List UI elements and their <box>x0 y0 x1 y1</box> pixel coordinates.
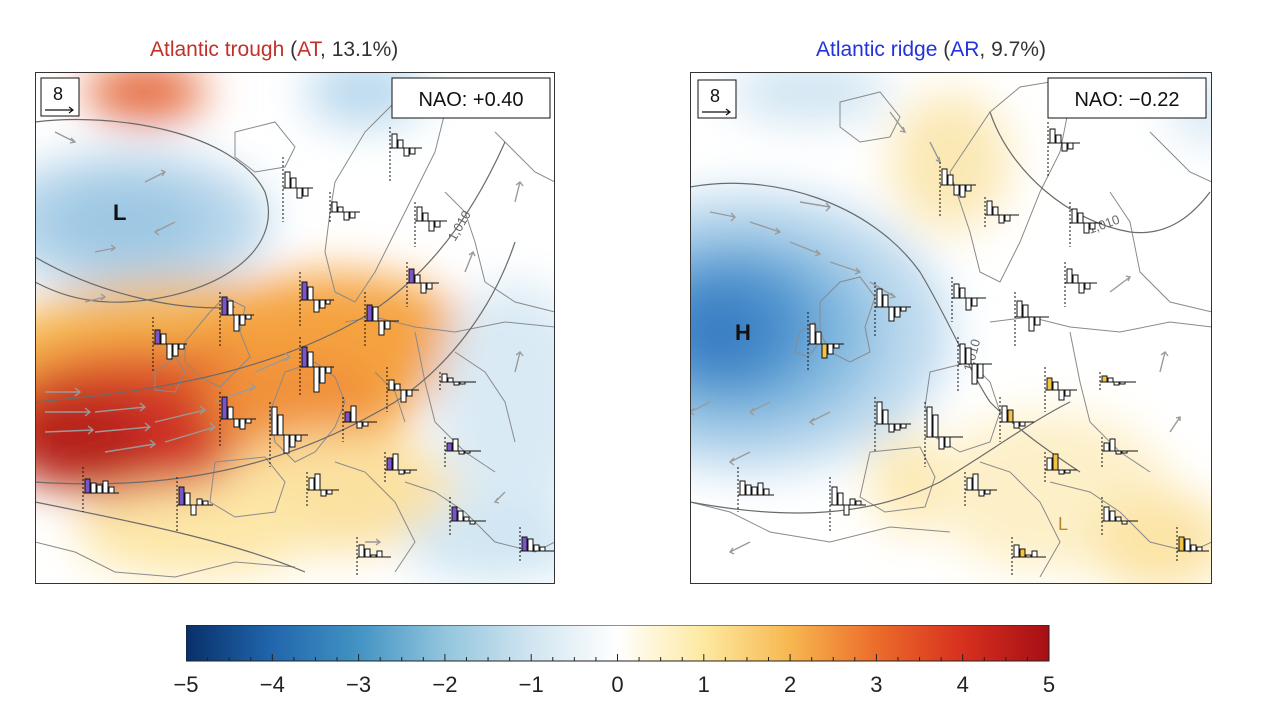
station-chart <box>219 292 254 347</box>
station-chart <box>1064 262 1097 307</box>
pressure-center-label: H <box>735 320 751 345</box>
panel-title-atlantic-trough: Atlantic trough (AT, 13.1%) <box>150 38 398 62</box>
title-percent: , 9.7%) <box>979 38 1046 61</box>
title-name: Atlantic ridge <box>816 38 938 61</box>
station-chart <box>1101 497 1138 537</box>
station-chart <box>1044 452 1077 482</box>
station-chart <box>1044 367 1077 412</box>
coastlines <box>690 81 1212 578</box>
station-chart <box>82 467 119 512</box>
station-chart <box>414 202 447 247</box>
station-chart <box>1014 292 1049 347</box>
arrow-right-icon <box>45 106 74 114</box>
station-chart <box>519 527 554 562</box>
station-chart <box>1047 122 1080 177</box>
title-paren: ( <box>284 38 298 61</box>
station-chart <box>384 452 417 482</box>
colorbar-tick-label: −1 <box>518 672 544 697</box>
station-chart <box>389 127 422 182</box>
map-frame <box>690 72 1212 584</box>
scale-vector-box: 8 <box>697 79 737 119</box>
title-paren: ( <box>937 38 951 61</box>
station-chart <box>951 277 986 322</box>
station-chart <box>282 157 313 222</box>
colorbar-tick-label: 2 <box>783 672 797 697</box>
station-chart <box>439 372 476 392</box>
station-chart <box>406 262 439 307</box>
map-frame <box>35 72 555 584</box>
station-chart <box>874 397 911 452</box>
colorbar-tick-label: −3 <box>346 672 372 697</box>
station-bar-charts <box>737 122 1209 577</box>
station-chart <box>874 282 911 337</box>
arrow-right-icon <box>702 108 731 116</box>
map-atlantic-ridge: 1,010 1,010 <box>690 72 1212 584</box>
map-atlantic-trough: 1,010 <box>35 72 555 584</box>
station-chart <box>939 162 976 217</box>
station-chart <box>957 337 992 392</box>
pressure-center-label: L <box>1058 514 1068 534</box>
nao-index-label: NAO: +0.40 <box>418 89 523 111</box>
scale-vector-label: 8 <box>710 86 720 106</box>
station-chart <box>984 197 1019 227</box>
colorbar-tick-label: 4 <box>956 672 969 697</box>
colorbar-tick-label: −2 <box>432 672 458 697</box>
colorbar-tick-marks <box>186 654 1050 661</box>
station-chart <box>737 467 774 512</box>
colorbar-tick-label: −5 <box>173 672 199 697</box>
anomaly-field <box>35 72 555 582</box>
pressure-center-label: L <box>113 200 126 225</box>
station-chart <box>807 312 844 372</box>
station-chart <box>1011 537 1046 577</box>
station-chart <box>444 437 481 467</box>
station-chart <box>299 272 334 327</box>
nao-index-box: NAO: −0.22 <box>1047 77 1207 119</box>
station-chart <box>219 392 256 447</box>
scale-vector-label: 8 <box>53 84 63 104</box>
station-chart <box>356 537 391 577</box>
station-chart <box>1099 372 1136 392</box>
station-chart <box>999 397 1034 442</box>
nao-index-box: NAO: +0.40 <box>391 77 551 119</box>
station-chart <box>152 317 187 372</box>
wind-vectors <box>44 131 524 546</box>
station-chart <box>306 472 339 507</box>
station-chart <box>964 472 997 507</box>
colorbar-tick-label: 1 <box>697 672 710 697</box>
colorbar-tick-label: 3 <box>870 672 883 697</box>
station-bar-charts <box>82 127 554 577</box>
station-chart <box>342 397 377 442</box>
station-chart <box>1101 437 1138 467</box>
title-code: AR <box>950 38 980 61</box>
station-chart <box>924 402 963 467</box>
station-chart <box>449 497 486 537</box>
colorbar <box>186 625 1050 662</box>
station-chart <box>299 337 334 397</box>
station-chart <box>329 192 360 222</box>
station-chart <box>269 402 308 467</box>
scale-vector-box: 8 <box>40 77 80 117</box>
station-chart <box>829 477 866 532</box>
isobars <box>35 118 516 573</box>
title-code: AT <box>297 38 321 61</box>
station-chart <box>1176 527 1209 562</box>
station-chart <box>176 477 213 532</box>
panel-title-atlantic-ridge: Atlantic ridge (AR, 9.7%) <box>816 38 1046 62</box>
title-name: Atlantic trough <box>150 38 285 61</box>
colorbar-tick-label: 5 <box>1042 672 1056 697</box>
title-percent: , 13.1%) <box>320 38 399 61</box>
nao-index-label: NAO: −0.22 <box>1074 89 1179 111</box>
station-chart <box>364 292 399 347</box>
colorbar-tick-label: 0 <box>611 672 624 697</box>
station-chart <box>386 367 419 412</box>
colorbar-gradient <box>186 625 1050 662</box>
station-chart <box>1069 202 1102 247</box>
colorbar-tick-label: −4 <box>259 672 285 697</box>
